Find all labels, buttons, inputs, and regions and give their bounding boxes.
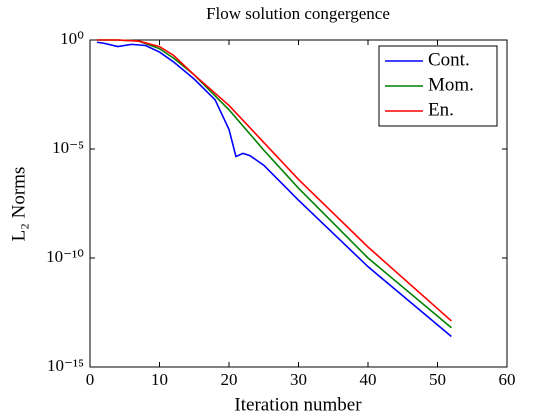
x-axis-label: Iteration number — [234, 394, 362, 415]
chart-title: Flow solution congergence — [206, 4, 390, 23]
legend-label: Mom. — [428, 74, 474, 95]
x-tick-label: 50 — [429, 370, 446, 389]
legend-label: En. — [428, 99, 454, 120]
y-tick-label: 10⁻⁵ — [52, 138, 84, 157]
legend-label: Cont. — [428, 49, 470, 70]
x-tick-label: 10 — [151, 370, 168, 389]
x-tick-label: 20 — [221, 370, 238, 389]
y-tick-label: 10⁰ — [60, 29, 84, 48]
x-tick-label: 30 — [290, 370, 307, 389]
line-series — [96, 39, 452, 322]
line-series — [96, 41, 452, 338]
y-axis-label: L₂ Norms — [8, 167, 29, 242]
y-tick-label: 10⁻¹⁰ — [46, 247, 84, 266]
x-tick-label: 0 — [86, 370, 95, 389]
y-tick-label: 10⁻¹⁵ — [47, 356, 84, 375]
x-tick-label: 40 — [360, 370, 377, 389]
x-tick-label: 60 — [499, 370, 516, 389]
